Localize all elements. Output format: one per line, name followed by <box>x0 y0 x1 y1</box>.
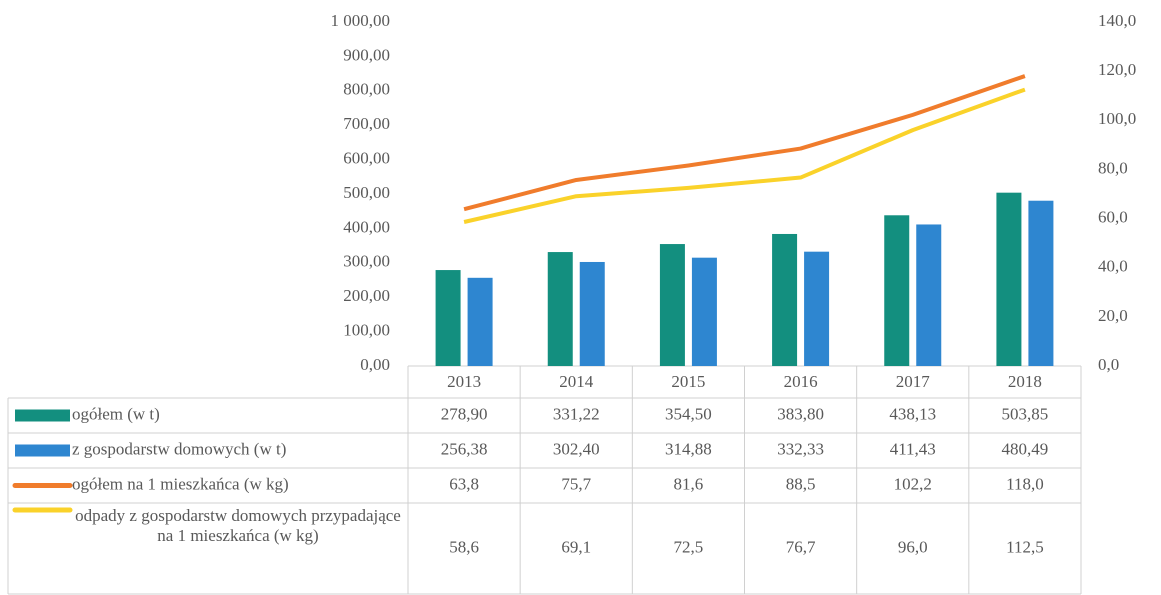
table-cell: 75,7 <box>561 474 591 493</box>
y2-tick-label: 0,0 <box>1098 355 1119 374</box>
table-cell: 383,80 <box>777 404 824 423</box>
table-cell: 354,50 <box>665 404 712 423</box>
table-cell: 480,49 <box>1002 439 1049 458</box>
table-cell: 69,1 <box>561 537 591 556</box>
y-tick-label: 900,00 <box>343 45 390 64</box>
y-tick-label: 100,00 <box>343 321 390 340</box>
table-cell: 278,90 <box>441 404 488 423</box>
y-tick-label: 600,00 <box>343 149 390 168</box>
x-tick-label: 2017 <box>896 372 931 391</box>
legend-label: ogółem (w t) <box>72 404 160 423</box>
y-tick-label: 500,00 <box>343 183 390 202</box>
table-cell: 302,40 <box>553 439 600 458</box>
bar <box>435 270 461 366</box>
y-tick-label: 0,00 <box>360 355 390 374</box>
legend-label: ogółem na 1 mieszkańca (w kg) <box>72 474 289 493</box>
table-cell: 72,5 <box>674 537 704 556</box>
bar <box>1028 200 1054 366</box>
y-tick-label: 200,00 <box>343 286 390 305</box>
bar <box>884 215 910 366</box>
bar <box>547 252 573 366</box>
y2-tick-label: 140,0 <box>1098 11 1136 30</box>
legend-label: odpady z gospodarstw domowych przypadają… <box>75 506 401 545</box>
bar <box>691 257 717 366</box>
table-cell: 63,8 <box>449 474 479 493</box>
x-tick-label: 2016 <box>784 372 818 391</box>
line <box>463 74 1026 212</box>
table-cell: 256,38 <box>441 439 488 458</box>
x-tick-label: 2014 <box>559 372 594 391</box>
y-tick-label: 300,00 <box>343 252 390 271</box>
table-cell: 58,6 <box>449 537 479 556</box>
table-cell: 411,43 <box>890 439 936 458</box>
table-cell: 76,7 <box>786 537 816 556</box>
table-cell: 102,2 <box>894 474 932 493</box>
y-tick-label: 800,00 <box>343 80 390 99</box>
y-tick-label: 400,00 <box>343 217 390 236</box>
table-cell: 96,0 <box>898 537 928 556</box>
y2-tick-label: 80,0 <box>1098 158 1128 177</box>
table-cell: 503,85 <box>1002 404 1049 423</box>
bar <box>916 224 942 366</box>
x-tick-label: 2015 <box>671 372 705 391</box>
y-tick-label: 700,00 <box>343 114 390 133</box>
y2-tick-label: 20,0 <box>1098 306 1128 325</box>
table-cell: 314,88 <box>665 439 712 458</box>
y2-tick-label: 40,0 <box>1098 257 1128 276</box>
x-tick-label: 2013 <box>447 372 481 391</box>
table-cell: 88,5 <box>786 474 816 493</box>
bar <box>467 277 493 366</box>
bar <box>659 244 685 366</box>
x-tick-label: 2018 <box>1008 372 1042 391</box>
line <box>463 87 1026 224</box>
y2-tick-label: 120,0 <box>1098 60 1136 79</box>
table-cell: 118,0 <box>1006 474 1044 493</box>
legend-swatch <box>15 409 70 422</box>
bar <box>579 261 605 366</box>
table-cell: 112,5 <box>1006 537 1044 556</box>
table-cell: 331,22 <box>553 404 600 423</box>
bar <box>772 233 798 366</box>
legend-swatch <box>15 444 70 457</box>
table-cell: 438,13 <box>889 404 936 423</box>
y2-tick-label: 100,0 <box>1098 109 1136 128</box>
y2-tick-label: 60,0 <box>1098 207 1128 226</box>
table-cell: 332,33 <box>777 439 824 458</box>
table-cell: 81,6 <box>674 474 704 493</box>
legend-label: z gospodarstw domowych (w t) <box>72 439 286 458</box>
y-tick-label: 1 000,00 <box>331 11 391 30</box>
bar <box>804 251 830 366</box>
bar <box>996 192 1022 366</box>
